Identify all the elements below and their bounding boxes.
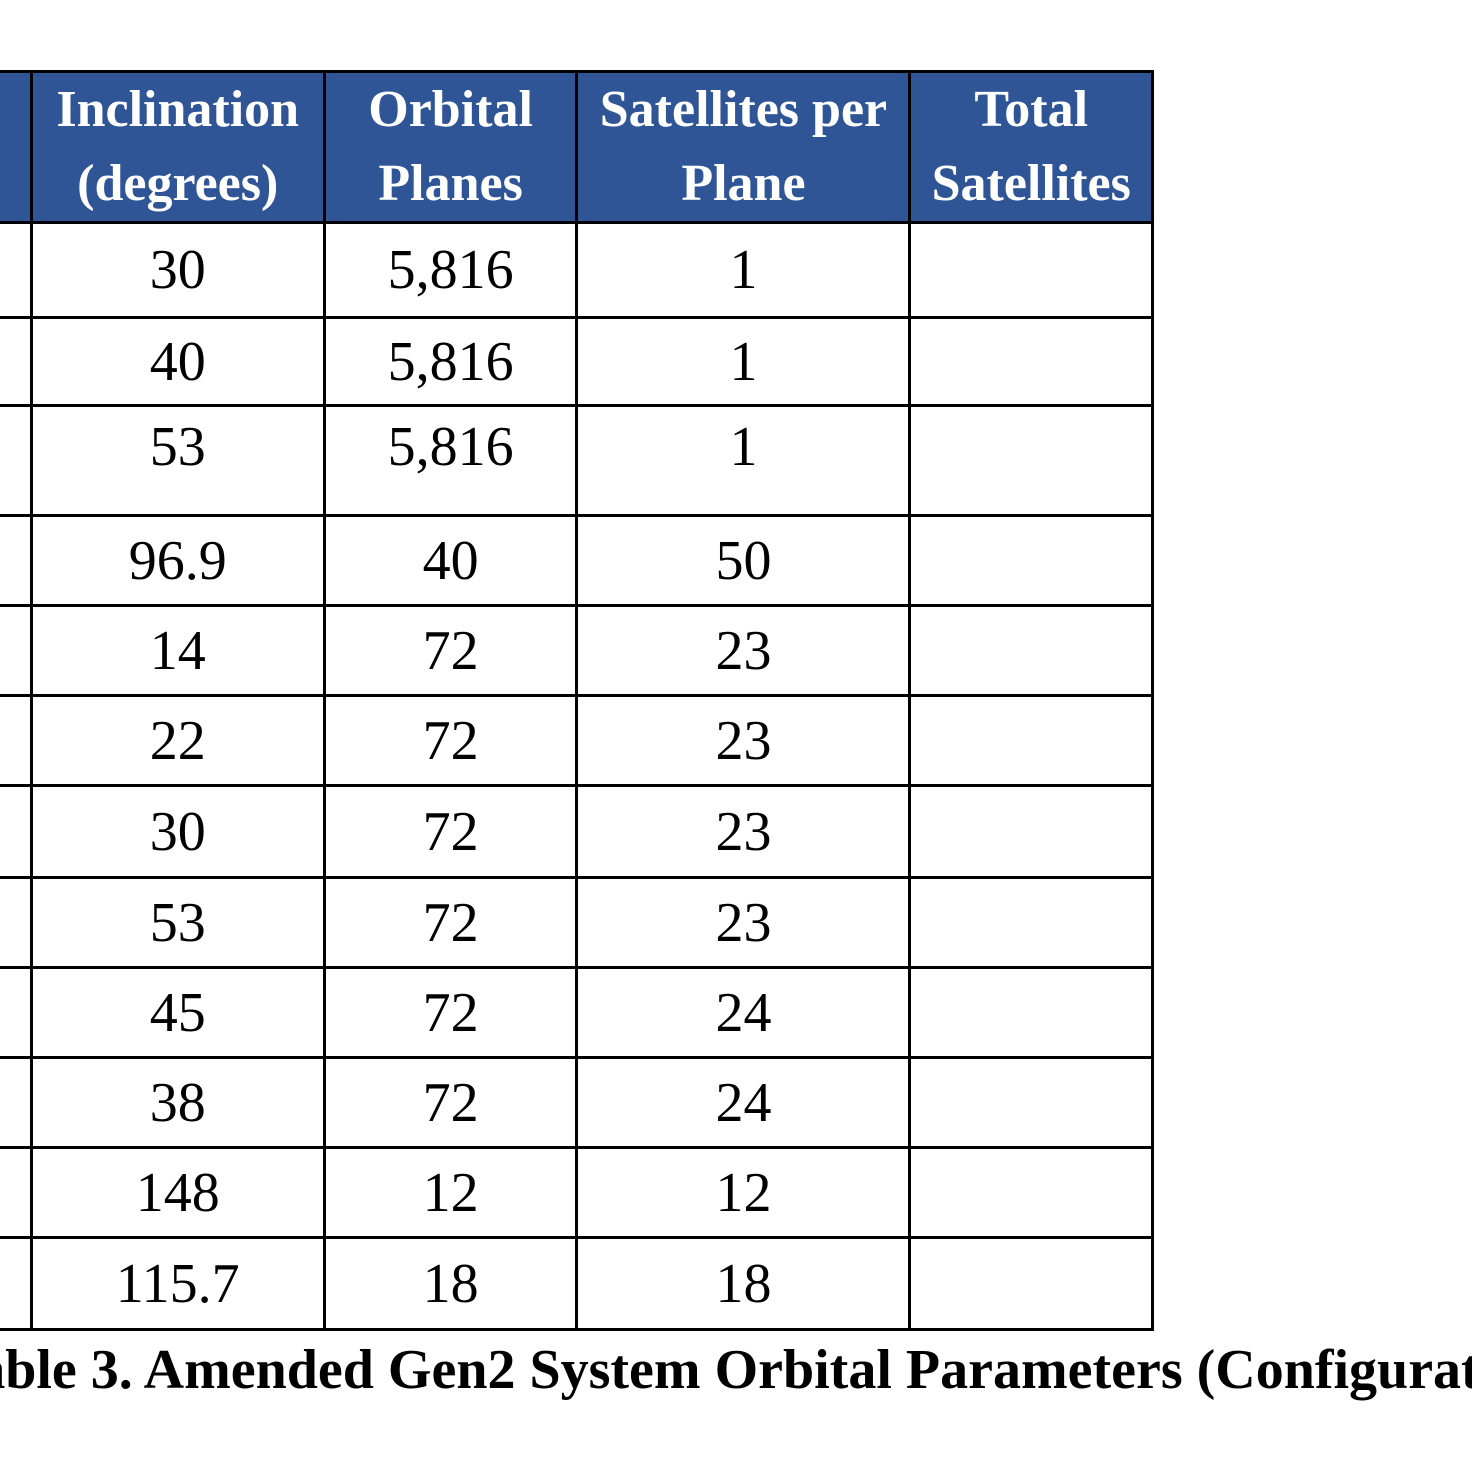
table-cell: 525 bbox=[0, 876, 33, 969]
table-cell bbox=[908, 1056, 1154, 1149]
table-row: 525537223 bbox=[0, 876, 1154, 969]
table-cell: 12 bbox=[322, 1146, 579, 1239]
table-cell bbox=[908, 784, 1154, 879]
orbital-parameters-table: Altitude(km) Inclination (degrees) Orbital P… bbox=[0, 70, 1154, 1331]
table-cell: 23 bbox=[575, 876, 912, 969]
table-cell: 50 bbox=[575, 514, 912, 607]
table-cell: 115.7 bbox=[29, 1236, 326, 1331]
table-cell: 5,816 bbox=[322, 316, 579, 407]
table-cell: 40 bbox=[29, 316, 326, 407]
table-cell: 24 bbox=[575, 1056, 912, 1149]
column-header-line: Inclination bbox=[56, 81, 300, 138]
column-header-line: Altitude bbox=[0, 73, 30, 147]
column-header: Orbital Planes bbox=[322, 70, 579, 224]
table-cell: 360 bbox=[0, 514, 33, 607]
table-row: 510147223 bbox=[0, 604, 1154, 697]
table-cell: 72 bbox=[322, 694, 579, 787]
table-cell bbox=[908, 316, 1154, 407]
table-cell: 614 bbox=[0, 1236, 33, 1331]
column-header: Satellites per Plane bbox=[575, 70, 912, 224]
table-cell: 53 bbox=[29, 876, 326, 969]
table-cell bbox=[908, 514, 1154, 607]
table-cell bbox=[908, 1236, 1154, 1331]
table-cell: 515 bbox=[0, 694, 33, 787]
table-cell: 1 bbox=[575, 221, 912, 319]
table-cell: 72 bbox=[322, 604, 579, 697]
table-cell: 30 bbox=[29, 221, 326, 319]
table-cell: 604 bbox=[0, 1146, 33, 1239]
table-cell: 5,816 bbox=[322, 221, 579, 319]
table-cell: 1 bbox=[575, 316, 912, 407]
table-row: 515227223 bbox=[0, 694, 1154, 787]
table-cell bbox=[908, 221, 1154, 319]
table-cell bbox=[908, 966, 1154, 1059]
column-header-line: Orbital bbox=[368, 81, 533, 138]
table-cell: 72 bbox=[322, 966, 579, 1059]
table-cell: 510 bbox=[0, 604, 33, 697]
table-row: 520307223 bbox=[0, 784, 1154, 879]
table-cell bbox=[908, 604, 1154, 697]
table-cell: 24 bbox=[575, 966, 912, 1059]
table-cell: 535 bbox=[0, 1056, 33, 1149]
table-cell: 23 bbox=[575, 604, 912, 697]
column-header-line: (degrees) bbox=[77, 155, 279, 212]
column-header-line: Satellites per bbox=[599, 81, 888, 138]
table-cell: 38 bbox=[29, 1056, 326, 1149]
table-row: 535387224 bbox=[0, 1056, 1154, 1149]
table-cell: 18 bbox=[322, 1236, 579, 1331]
table-cell bbox=[908, 876, 1154, 969]
column-header: Altitude(km) bbox=[0, 70, 33, 224]
table-cell: 72 bbox=[322, 1056, 579, 1149]
table-cell: 72 bbox=[322, 784, 579, 879]
table-cell: 53 bbox=[29, 404, 326, 517]
column-header: Inclination (degrees) bbox=[29, 70, 326, 224]
table-cell: 148 bbox=[29, 1146, 326, 1239]
table-cell: 45 bbox=[29, 966, 326, 1059]
table-cell: 12 bbox=[575, 1146, 912, 1239]
table-cell: 22 bbox=[29, 694, 326, 787]
table-cell bbox=[908, 694, 1154, 787]
column-header-line: Planes bbox=[378, 155, 523, 212]
table-header: Altitude(km) Inclination (degrees) Orbital P… bbox=[0, 70, 1154, 224]
table-cell: 334 bbox=[0, 316, 33, 407]
table-cell: 520 bbox=[0, 784, 33, 879]
table-cell: 23 bbox=[575, 694, 912, 787]
column-header: Total Satellites bbox=[908, 70, 1154, 224]
table-cell bbox=[908, 404, 1154, 517]
column-header-line: Total bbox=[974, 81, 1089, 138]
table-cell: 346 bbox=[0, 404, 33, 517]
table-body: 328305,8161334405,8161346535,816136096.9… bbox=[0, 221, 1154, 1331]
table-cell: 40 bbox=[322, 514, 579, 607]
table-cell: 5,816 bbox=[322, 404, 579, 517]
table-cell: 14 bbox=[29, 604, 326, 697]
table-cell bbox=[908, 1146, 1154, 1239]
table-cell: 1 bbox=[575, 404, 912, 517]
table-row: 530457224 bbox=[0, 966, 1154, 1059]
table-cell: 72 bbox=[322, 876, 579, 969]
table-row: 6041481212 bbox=[0, 1146, 1154, 1239]
table-cell: 23 bbox=[575, 784, 912, 879]
table-cell: 96.9 bbox=[29, 514, 326, 607]
column-header-line: (km) bbox=[0, 147, 30, 221]
header-row: Altitude(km) Inclination (degrees) Orbital P… bbox=[0, 70, 1154, 224]
table-cell: 328 bbox=[0, 221, 33, 319]
table-cell: 530 bbox=[0, 966, 33, 1059]
table-cell: 18 bbox=[575, 1236, 912, 1331]
table-cell: 30 bbox=[29, 784, 326, 879]
column-header-line: Satellites bbox=[931, 155, 1131, 212]
column-header-line: Plane bbox=[681, 155, 806, 212]
table-caption: Table 3. Amended Gen2 System Orbital Par… bbox=[0, 1339, 1472, 1401]
